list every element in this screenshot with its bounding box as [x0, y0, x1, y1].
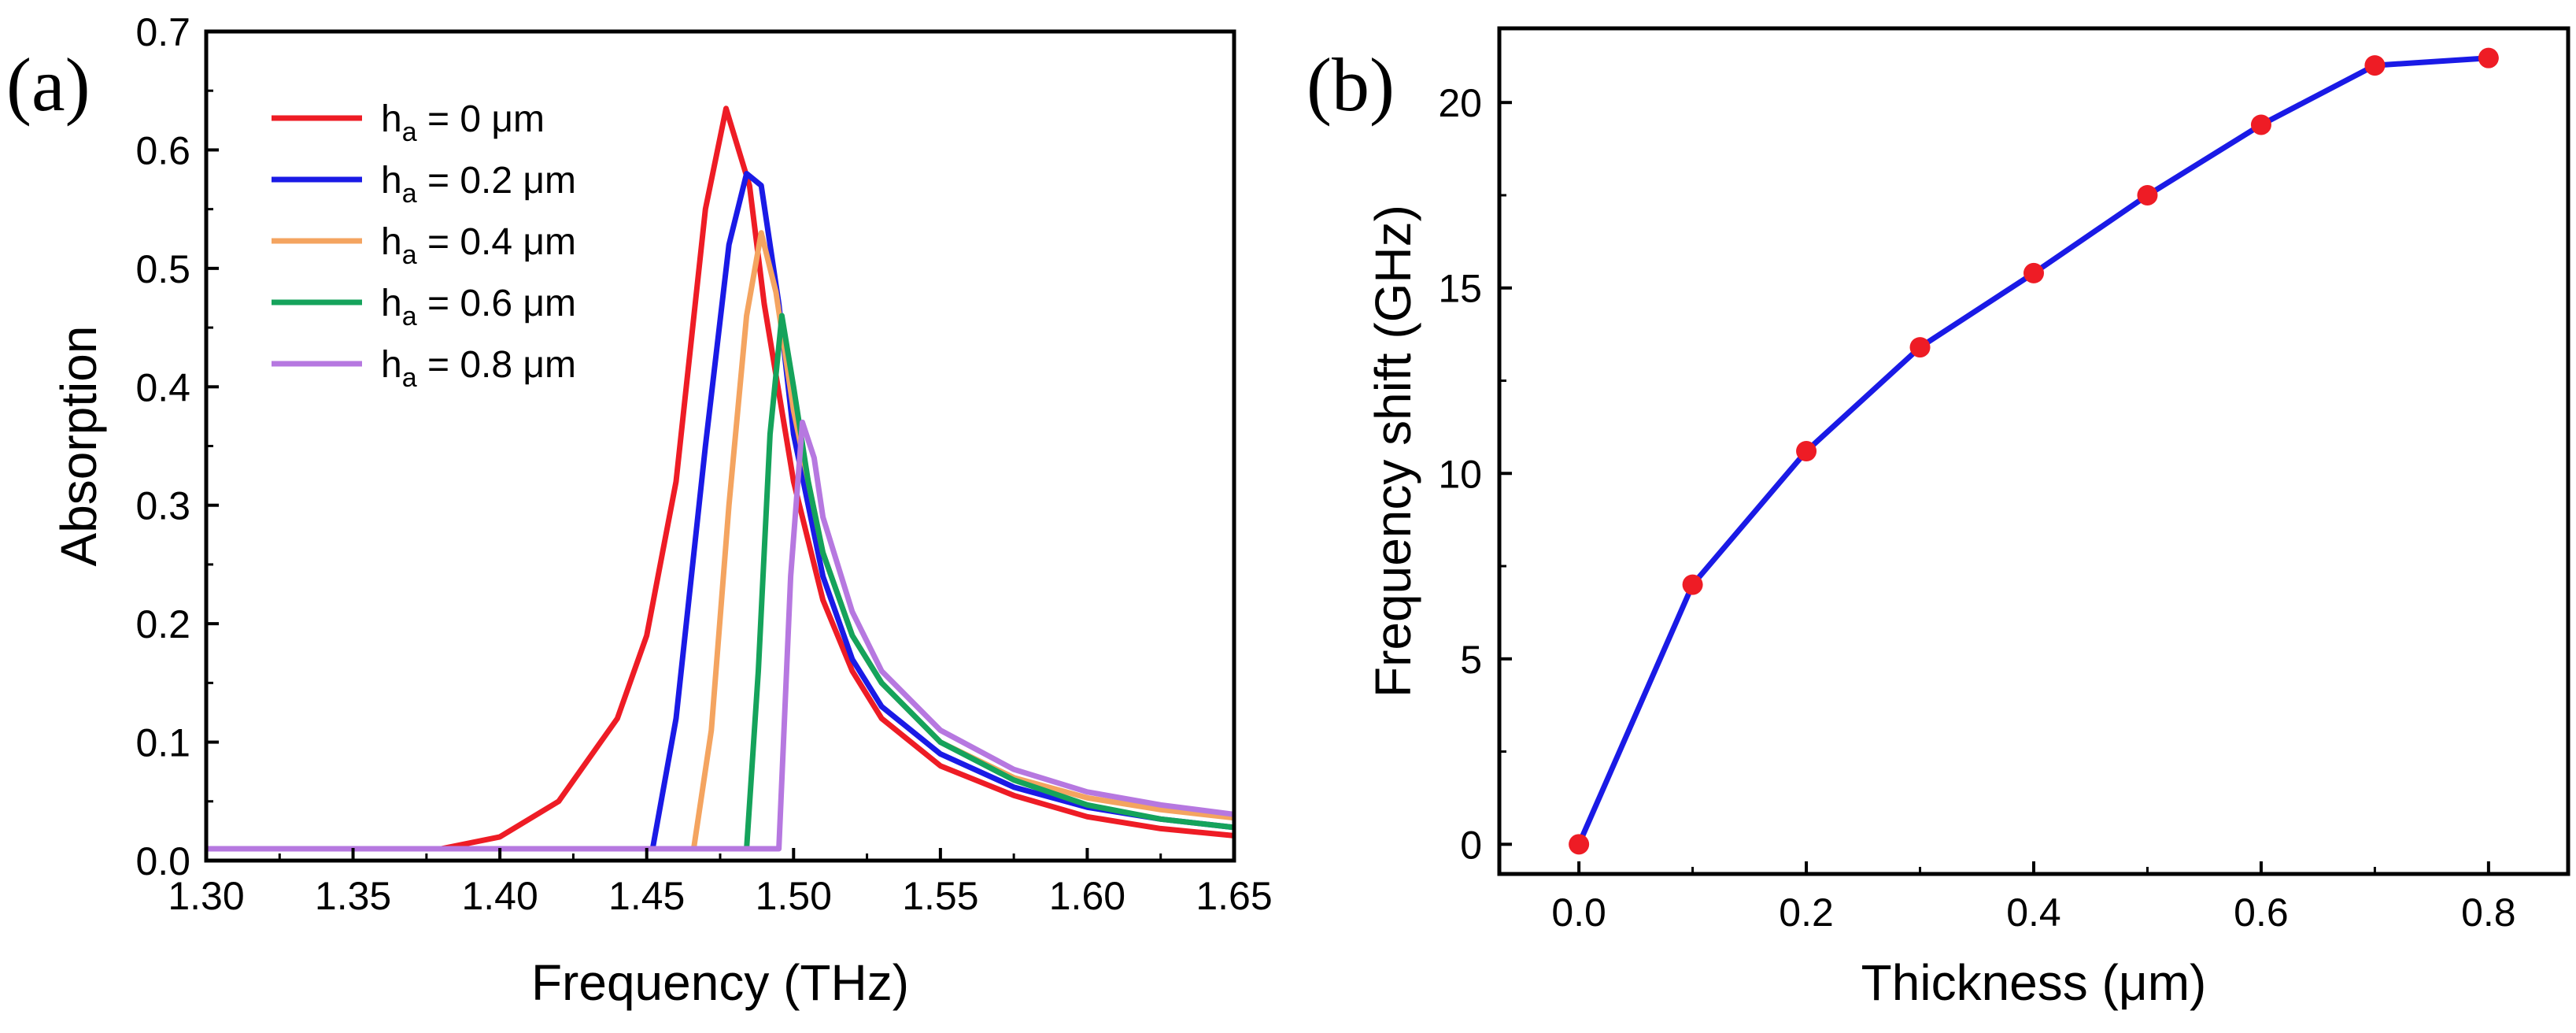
plot-frame-b [1497, 26, 2570, 876]
legend-label-0: ha = 0 μm [381, 98, 545, 147]
x-tick-label-a: 1.65 [1196, 874, 1272, 918]
legend-label-3: ha = 0.6 μm [381, 283, 576, 331]
y-tick-label-a: 0.7 [135, 10, 190, 54]
y-tick-label-b: 10 [1438, 452, 1482, 496]
frequency-shift-line [1576, 55, 2489, 846]
series-line-3 [206, 313, 1235, 852]
x-tick-label-a: 1.50 [756, 874, 832, 918]
x-tick-label-b: 0.8 [2461, 890, 2516, 935]
x-tick-label-b: 0.2 [1779, 890, 1834, 935]
series-line-0 [206, 106, 1235, 852]
legend-label-2: ha = 0.4 μm [381, 221, 576, 270]
series-line-4 [206, 419, 1235, 852]
x-tick-label-b: 0.0 [1551, 890, 1606, 935]
data-point [1569, 834, 1590, 855]
y-tick-label-a: 0.6 [135, 128, 190, 172]
y-tick-label-b: 15 [1438, 267, 1482, 311]
y-tick-label-b: 5 [1460, 638, 1482, 682]
x-axis-title-a: Frequency (THz) [531, 954, 909, 1011]
data-point [2023, 262, 2044, 283]
y-tick-label-a: 0.5 [135, 247, 190, 291]
absorption-chart: (a) 1.30 1.35 1.40 1.45 1.50 1.55 1.60 1.65 0.0 0… [6, 10, 1273, 1011]
x-axis-title-b: Thickness (μm) [1861, 954, 2207, 1011]
x-tick-label-b: 0.4 [2006, 890, 2061, 935]
x-tick-label-a: 1.60 [1049, 874, 1125, 918]
y-tick-label-a: 0.0 [135, 839, 190, 883]
frequency-shift-chart: (b) 0.0 0.2 0.4 0.6 0.8 0 5 10 15 20 Thickness (μ… [1306, 26, 2570, 1011]
data-point [1682, 574, 1703, 595]
x-tick-label-a: 1.55 [902, 874, 978, 918]
y-axis-title-b: Frequency shift (GHz) [1365, 205, 1421, 698]
axis-ticks-a: 1.30 1.35 1.40 1.45 1.50 1.55 1.60 1.65 0.0 0.1 0.… [135, 10, 1272, 918]
legend-a: ha = 0 μm ha = 0.2 μm ha = 0.4 μm ha = 0.6 … [272, 98, 576, 393]
x-tick-label-b: 0.6 [2234, 890, 2289, 935]
y-tick-label-b: 20 [1438, 81, 1482, 125]
panel-label-a: (a) [6, 43, 91, 127]
x-tick-label-a: 1.45 [608, 874, 685, 918]
y-tick-label-a: 0.1 [135, 721, 190, 765]
axis-ticks-b: 0.0 0.2 0.4 0.6 0.8 0 5 10 15 20 [1438, 81, 2515, 935]
plot-frame-a [204, 29, 1236, 863]
data-point [2478, 47, 2499, 68]
x-tick-label-a: 1.35 [315, 874, 391, 918]
y-tick-label-a: 0.4 [135, 365, 190, 409]
x-tick-label-a: 1.30 [168, 874, 244, 918]
x-tick-label-a: 1.40 [461, 874, 538, 918]
y-tick-label-a: 0.3 [135, 484, 190, 528]
series-line-1 [206, 171, 1235, 852]
data-point [2364, 55, 2386, 76]
y-tick-label-b: 0 [1460, 823, 1482, 867]
frequency-shift-series [1569, 47, 2499, 855]
data-point [1796, 441, 1817, 461]
data-point [2137, 184, 2158, 205]
data-point [2250, 114, 2271, 135]
legend-label-1: ha = 0.2 μm [381, 160, 576, 209]
absorption-series-group [206, 106, 1235, 852]
y-tick-label-a: 0.2 [135, 602, 190, 646]
data-point [1909, 337, 1931, 358]
legend-label-4: ha = 0.8 μm [381, 344, 576, 393]
y-axis-title-a: Absorption [50, 326, 107, 567]
panel-label-b: (b) [1306, 43, 1395, 127]
